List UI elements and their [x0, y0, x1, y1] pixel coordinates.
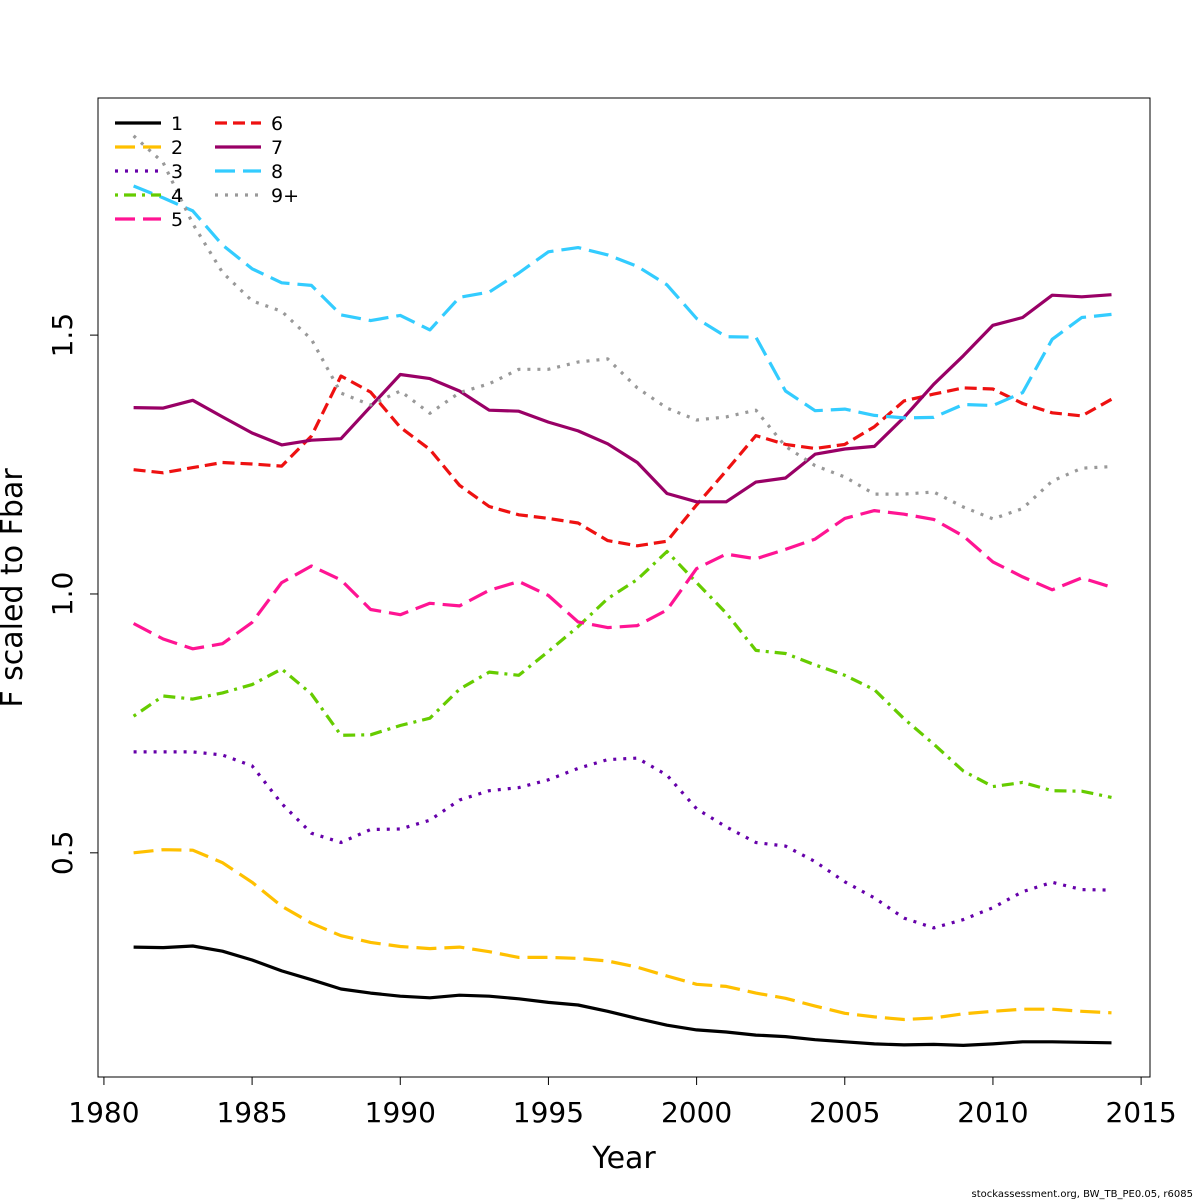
series-layer [132, 134, 1113, 1048]
legend-label: 1 [171, 113, 183, 135]
legend-label: 8 [271, 161, 283, 183]
legend-label: 6 [271, 113, 283, 135]
x-tick-label: 2015 [1105, 1096, 1176, 1129]
y-tick-label: 1.5 [46, 313, 79, 358]
y-axis-title: F scaled to Fbar [0, 468, 30, 708]
legend-label: 2 [171, 137, 183, 159]
x-axis-title: Year [591, 1141, 656, 1176]
y-axis: 0.5 1.0 1.5 [46, 313, 99, 876]
series-line-5 [132, 509, 1112, 651]
y-tick-label: 0.5 [46, 831, 79, 876]
series-line-3 [133, 750, 1112, 930]
series-line-8 [133, 184, 1112, 420]
x-tick-label: 1980 [68, 1096, 139, 1129]
x-tick-label: 1995 [513, 1096, 584, 1129]
series-line-4 [132, 549, 1112, 799]
x-tick-label: 1985 [216, 1096, 287, 1129]
legend-label: 4 [171, 185, 183, 207]
series-line-1 [133, 944, 1112, 1048]
legend-label: 5 [171, 209, 183, 231]
footnote: stockassessment.org, BW_TB_PE0.05, r6085 [972, 1189, 1193, 1200]
series-line-2 [133, 848, 1112, 1022]
series-line-7 [133, 293, 1112, 504]
legend-label: 9+ [271, 185, 299, 207]
x-tick-label: 2000 [661, 1096, 732, 1129]
y-tick-label: 1.0 [46, 572, 79, 617]
legend-label: 3 [171, 161, 183, 183]
legend-label: 7 [271, 137, 283, 159]
series-line-9plus [132, 134, 1112, 521]
x-axis: 1980 1985 1990 1995 2000 2005 2010 2015 [68, 1076, 1177, 1129]
x-tick-label: 2010 [957, 1096, 1028, 1129]
series-line-6 [133, 374, 1113, 548]
x-tick-label: 2005 [809, 1096, 880, 1129]
x-tick-label: 1990 [365, 1096, 436, 1129]
